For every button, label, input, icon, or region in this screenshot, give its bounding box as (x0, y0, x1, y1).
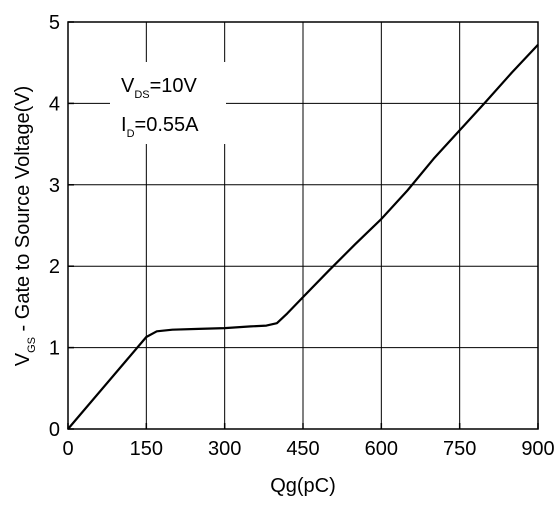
y-tick-label: 2 (49, 256, 60, 278)
y-axis-label-main: V (12, 352, 34, 366)
annotation-box (110, 62, 226, 144)
annotation-vds-sub: DS (134, 89, 149, 101)
annotation-vds-rest: =10V (150, 75, 198, 97)
annotation-id-sub: D (127, 128, 135, 140)
y-axis-label-sub: GS (26, 337, 38, 353)
annotation-id: ID=0.55A (121, 114, 199, 140)
annotation-vds: VDS=10V (121, 75, 198, 101)
y-tick-label: 3 (49, 175, 60, 197)
x-tick-label: 0 (62, 438, 73, 460)
x-tick-label: 600 (365, 438, 398, 460)
series-line-vgs (67, 44, 539, 430)
plot-frame (67, 21, 539, 430)
x-tick-label: 750 (443, 438, 476, 460)
y-axis-label: VGS - Gate to Source Voltage(V) (12, 86, 38, 367)
annotation-vds-main: V (121, 75, 135, 97)
annotation-id-main: I (121, 114, 127, 136)
y-tick-label: 1 (49, 338, 60, 360)
x-axis-label: Qg(pC) (270, 475, 336, 497)
annotation-id-rest: =0.55A (135, 114, 200, 136)
x-tick-label: 450 (286, 438, 319, 460)
y-axis-label-rest: - Gate to Source Voltage(V) (12, 86, 34, 337)
x-tick-labels: 0 150 300 450 600 750 900 (62, 438, 554, 460)
x-tick-label: 300 (208, 438, 241, 460)
x-tick-label: 150 (130, 438, 163, 460)
y-tick-label: 0 (49, 419, 60, 441)
x-tick-label: 900 (521, 438, 554, 460)
y-tick-label: 4 (49, 93, 60, 115)
y-tick-labels: 0 1 2 3 4 5 (49, 12, 60, 441)
y-tick-label: 5 (49, 12, 60, 34)
